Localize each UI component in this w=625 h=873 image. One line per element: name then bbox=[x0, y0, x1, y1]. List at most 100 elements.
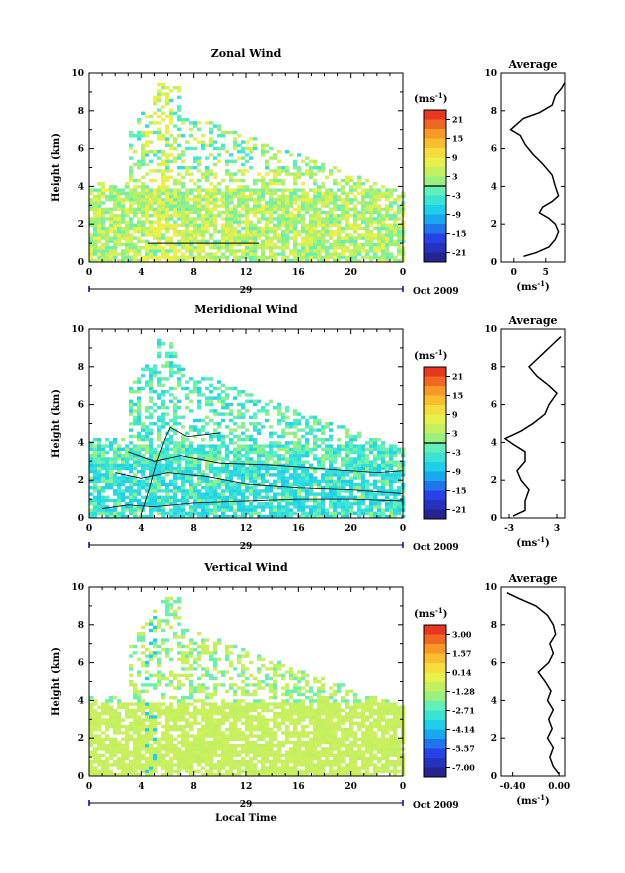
colorbar-segment bbox=[424, 129, 446, 139]
profile-x-tick-label: 0.00 bbox=[548, 782, 570, 792]
colorbar-label: -15 bbox=[452, 229, 466, 239]
colorbar-segment bbox=[424, 720, 446, 730]
colorbar-label: -3 bbox=[452, 448, 461, 458]
colorbar-segment bbox=[424, 376, 446, 387]
colorbar-segment bbox=[424, 424, 446, 434]
x-tick-label: 0 bbox=[400, 782, 406, 792]
unit-close: ) bbox=[545, 538, 550, 549]
colorbar-segment bbox=[424, 157, 446, 168]
day-label: 29 bbox=[240, 800, 253, 810]
x-tick-label: 16 bbox=[292, 268, 305, 278]
colorbar-segment bbox=[424, 701, 446, 711]
colorbar-label: 9 bbox=[452, 153, 458, 163]
day-label: 29 bbox=[240, 542, 253, 552]
colorbar-label: 3 bbox=[452, 172, 458, 182]
unit-base: (ms bbox=[414, 94, 435, 105]
colorbar-label: -21 bbox=[452, 505, 466, 515]
colorbar-segment bbox=[424, 710, 446, 721]
y-tick-label: 6 bbox=[78, 145, 84, 155]
profile-line bbox=[509, 82, 566, 258]
colorbar-segment bbox=[424, 433, 446, 444]
profile-y-tick-label: 2 bbox=[491, 220, 497, 230]
profile-x-tick-label: -3 bbox=[504, 524, 514, 534]
colorbar-label: -5.57 bbox=[452, 744, 475, 754]
x-axis-label: Local Time bbox=[215, 813, 277, 824]
colorbar-label: -21 bbox=[452, 248, 466, 258]
zero-contours bbox=[102, 426, 404, 515]
colorbar-segment bbox=[424, 490, 446, 501]
colorbar-segment bbox=[424, 386, 446, 396]
colorbar-label: 3 bbox=[452, 429, 458, 439]
profile-y-tick-label: 10 bbox=[484, 325, 497, 335]
y-tick-label: 0 bbox=[78, 514, 84, 524]
day-label: 29 bbox=[240, 286, 253, 296]
unit-exponent: -1 bbox=[537, 279, 545, 288]
colorbar-label: -7.00 bbox=[452, 763, 475, 773]
colorbar-segment bbox=[424, 252, 446, 263]
colorbar-label: 1.57 bbox=[452, 649, 471, 659]
x-tick-label: 16 bbox=[292, 782, 305, 792]
profile-y-tick-label: 6 bbox=[491, 145, 497, 155]
colorbar-segment bbox=[424, 672, 446, 683]
profile-y-tick-label: 6 bbox=[491, 659, 497, 669]
y-axis-label: Height (km) bbox=[51, 389, 62, 458]
colorbar-unit: (ms-1) bbox=[414, 91, 447, 105]
y-tick-label: 6 bbox=[78, 401, 84, 411]
colorbar-label: -1.28 bbox=[452, 687, 475, 697]
profile-frame bbox=[500, 328, 566, 519]
date-label: Oct 2009 bbox=[413, 287, 459, 297]
panel-2: Meridional Wind 0 2 4 6 8 10 Height (km) 0 4 8 12 16… bbox=[51, 303, 566, 553]
colorbar-segment bbox=[424, 138, 446, 149]
unit-base: (ms bbox=[516, 282, 537, 293]
x-tick-label: 0 bbox=[400, 524, 406, 534]
heatmap-cells bbox=[89, 338, 406, 519]
x-tick-label: 12 bbox=[240, 782, 253, 792]
colorbar-segment bbox=[424, 233, 446, 244]
colorbar-frame bbox=[423, 624, 447, 778]
profile-frame bbox=[500, 586, 566, 777]
x-tick-label: 20 bbox=[344, 524, 357, 534]
colorbar-segment bbox=[424, 195, 446, 206]
colorbar-segment bbox=[424, 395, 446, 406]
y-tick-label: 0 bbox=[78, 258, 84, 268]
profile-unit: (ms-1) bbox=[516, 535, 549, 549]
y-tick-label: 0 bbox=[78, 772, 84, 782]
y-tick-label: 2 bbox=[78, 476, 84, 486]
profile-unit: (ms-1) bbox=[516, 793, 549, 807]
colorbar-segment bbox=[424, 452, 446, 463]
unit-close: ) bbox=[545, 796, 550, 807]
x-tick-label: 4 bbox=[138, 782, 144, 792]
x-tick-label: 12 bbox=[240, 268, 253, 278]
profile-x-tick-label: 0 bbox=[511, 268, 517, 278]
unit-base: (ms bbox=[516, 538, 537, 549]
x-tick-label: 0 bbox=[86, 524, 92, 534]
profile-y-tick-label: 0 bbox=[491, 258, 497, 268]
colorbar-segment bbox=[424, 224, 446, 234]
colorbar-label: -3 bbox=[452, 191, 461, 201]
profile-x-tick-label: -0.40 bbox=[500, 782, 526, 792]
colorbar-segment bbox=[424, 462, 446, 472]
zero-contour-3 bbox=[128, 451, 404, 474]
colorbar-segment bbox=[424, 739, 446, 749]
colorbar-segment bbox=[424, 748, 446, 759]
colorbar-segment bbox=[424, 682, 446, 692]
unit-exponent: -1 bbox=[435, 348, 443, 357]
unit-exponent: -1 bbox=[537, 535, 545, 544]
y-tick-label: 8 bbox=[78, 621, 84, 631]
colorbar-label: 15 bbox=[452, 134, 463, 144]
profile-x-tick-label: 5 bbox=[543, 268, 549, 278]
y-tick-label: 4 bbox=[78, 438, 84, 448]
colorbar-label: -4.14 bbox=[452, 725, 475, 735]
y-tick-label: 4 bbox=[78, 696, 84, 706]
x-tick-label: 20 bbox=[344, 782, 357, 792]
colorbar: 21 15 9 3 -3 -9 -15 -21 (ms-1) bbox=[414, 348, 466, 520]
heatmap-cells bbox=[89, 596, 406, 777]
profile-y-tick-label: 8 bbox=[491, 363, 497, 373]
y-tick-label: 10 bbox=[71, 325, 84, 335]
profile-title: Average bbox=[507, 314, 557, 327]
unit-exponent: -1 bbox=[435, 606, 443, 615]
unit-close: ) bbox=[443, 609, 448, 620]
colorbar-segment bbox=[424, 148, 446, 158]
